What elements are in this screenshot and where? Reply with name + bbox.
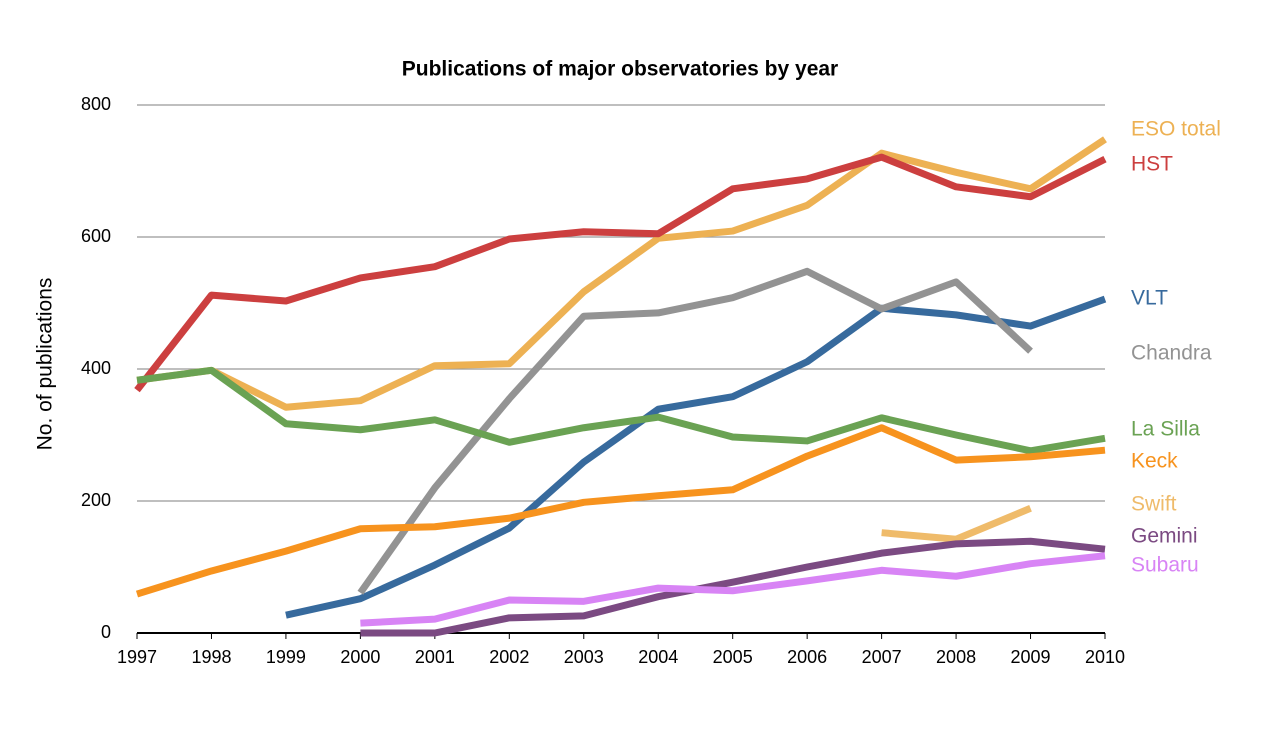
x-tick-label: 1997 (117, 647, 157, 667)
x-tick-label: 1998 (191, 647, 231, 667)
series-line (285, 295, 1107, 619)
series-line (136, 136, 1107, 411)
y-tick-label: 600 (81, 226, 111, 246)
x-tick-label: 2004 (638, 647, 678, 667)
x-tick-label: 2001 (415, 647, 455, 667)
chart-title: Publications of major observatories by y… (402, 58, 838, 81)
legend-label: Swift (1131, 493, 1177, 516)
legend-label: ESO total (1131, 118, 1221, 141)
series-line (135, 424, 1106, 598)
legend-label: Keck (1131, 450, 1178, 473)
legend-label: Gemini (1131, 525, 1198, 548)
y-tick-label: 0 (101, 622, 111, 642)
y-tick-label: 400 (81, 358, 111, 378)
x-tick-label: 2000 (340, 647, 380, 667)
x-tick-label: 2010 (1085, 647, 1125, 667)
x-tick-label: 2007 (862, 647, 902, 667)
x-tick-label: 2008 (936, 647, 976, 667)
x-tick-label: 1999 (266, 647, 306, 667)
series-line (136, 366, 1106, 455)
x-tick-label: 2003 (564, 647, 604, 667)
y-tick-label: 200 (81, 490, 111, 510)
x-tick-label: 2002 (489, 647, 529, 667)
legend-label: HST (1131, 153, 1173, 176)
x-tick-label: 2005 (713, 647, 753, 667)
x-tick-label: 2006 (787, 647, 827, 667)
legend-label: Subaru (1131, 554, 1199, 577)
series-line (360, 552, 1106, 627)
y-tick-label: 800 (81, 94, 111, 114)
legend-label: Chandra (1131, 342, 1212, 365)
x-tick-label: 2009 (1011, 647, 1051, 667)
series-line (134, 153, 1107, 393)
legend-label: VLT (1131, 287, 1168, 310)
y-axis-label: No. of publications (34, 278, 57, 451)
series-line (357, 267, 1033, 595)
legend-label: La Silla (1131, 418, 1200, 441)
series-line (360, 537, 1106, 637)
series-line (881, 505, 1032, 543)
